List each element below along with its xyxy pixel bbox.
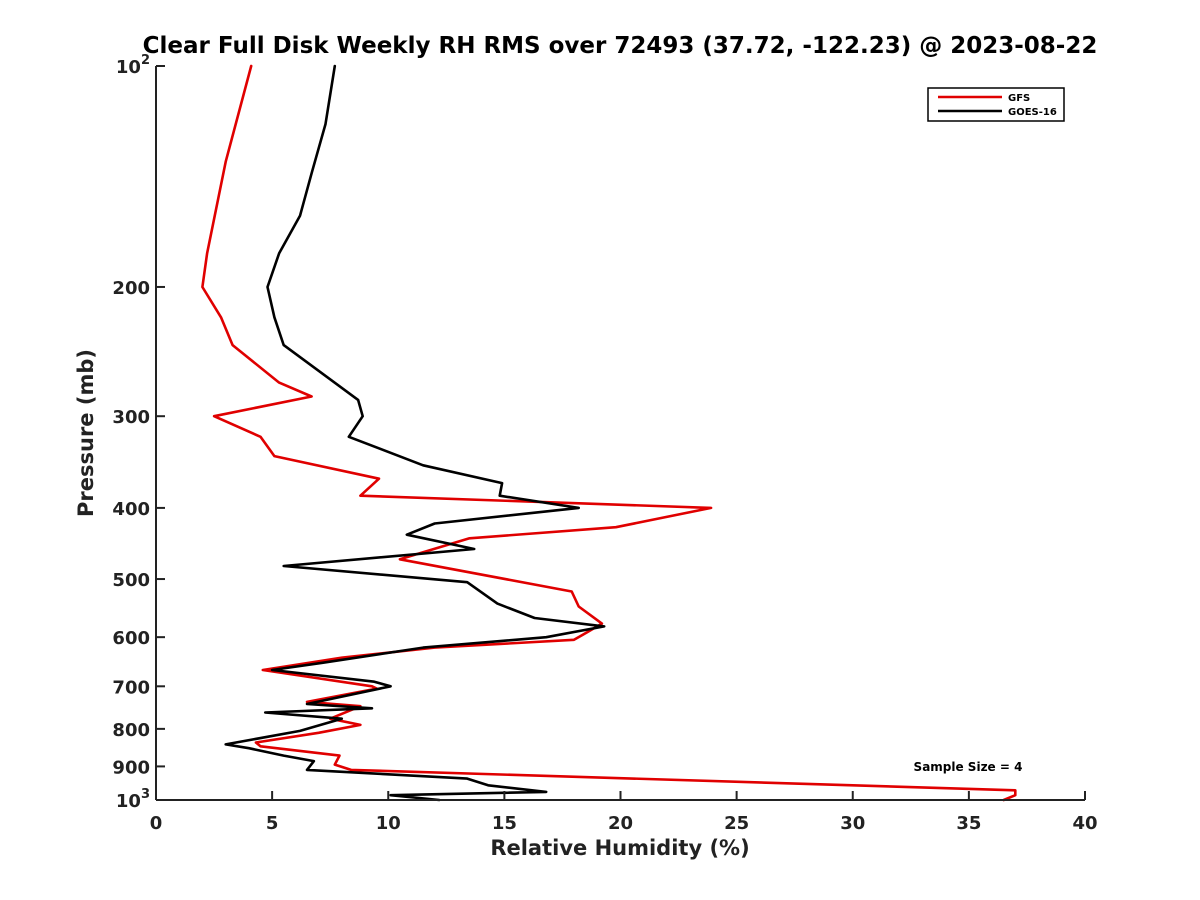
y-tick-label: 900 <box>112 757 150 778</box>
x-axis-label: Relative Humidity (%) <box>490 836 749 860</box>
x-tick-label: 35 <box>956 813 981 834</box>
ticks: 0 5 10 15 20 25 30 35 40102200300400500600700800… <box>112 53 1097 834</box>
y-tick-label: 400 <box>112 499 150 520</box>
legend: GFS GOES-16 <box>927 87 1065 122</box>
legend-box <box>927 87 1065 122</box>
x-tick-label: 0 <box>150 813 163 834</box>
legend-label-goes-16: GOES-16 <box>1008 107 1057 118</box>
legend-label-gfs: GFS <box>1008 93 1030 104</box>
x-tick-label: 25 <box>724 813 749 834</box>
chart-title: Clear Full Disk Weekly RH RMS over 72493… <box>143 33 1098 59</box>
plot-lines <box>201 64 1017 802</box>
sample-size-annotation: Sample Size = 4 <box>914 760 1023 774</box>
x-tick-label: 10 <box>376 813 401 834</box>
y-tick-label: 300 <box>112 407 150 428</box>
x-tick-label: 5 <box>266 813 279 834</box>
x-tick-label: 30 <box>840 813 865 834</box>
x-tick-label: 15 <box>492 813 517 834</box>
x-tick-label: 40 <box>1072 813 1097 834</box>
y-tick-label: 700 <box>112 677 150 698</box>
y-tick-label: 600 <box>112 628 150 649</box>
y-tick-label: 500 <box>112 570 150 591</box>
x-tick-label: 20 <box>608 813 633 834</box>
series-line-goes-16 <box>224 64 606 802</box>
y-tick-label: 200 <box>112 278 150 299</box>
y-axis-label: Pressure (mb) <box>74 349 98 517</box>
y-tick-label: 800 <box>112 720 150 741</box>
